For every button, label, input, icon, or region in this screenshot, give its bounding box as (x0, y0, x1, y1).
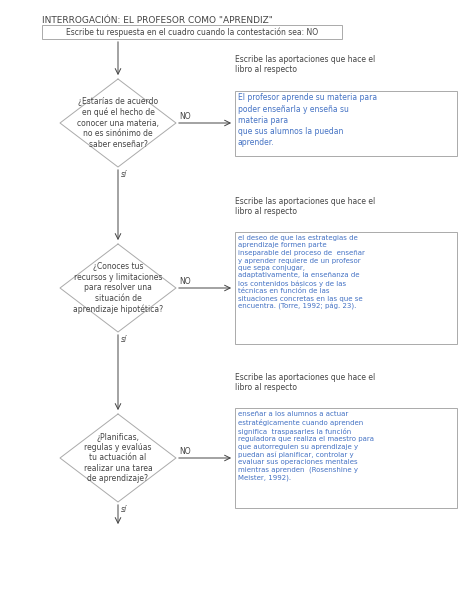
Text: enseñar a los alumnos a actuar
estratégicamente cuando aprenden
significa  trasp: enseñar a los alumnos a actuar estratégi… (238, 411, 374, 481)
Text: El profesor aprende su materia para
poder enseñarla y enseña su
materia para
que: El profesor aprende su materia para pode… (238, 94, 377, 147)
Bar (235, 91, 457, 156)
Bar (42, 25, 342, 39)
Text: NO: NO (179, 112, 191, 121)
Text: NO: NO (179, 277, 191, 286)
Text: el deseo de que las estrategias de
aprendizaje formen parte
inseparable del proc: el deseo de que las estrategias de apren… (238, 235, 365, 310)
Text: ¿Conoces tus
recursos y limitaciones
para resolver una
situación de
aprendizaje : ¿Conoces tus recursos y limitaciones par… (73, 262, 163, 314)
Bar (235, 232, 457, 344)
Text: Escribe las aportaciones que hace el
libro al respecto: Escribe las aportaciones que hace el lib… (235, 197, 375, 216)
Text: Escribe tu respuesta en el cuadro cuando la contestación sea: NO: Escribe tu respuesta en el cuadro cuando… (66, 27, 318, 37)
Text: ¿Estarías de acuerdo
en qué el hecho de
conocer una materia,
no es sinónimo de
s: ¿Estarías de acuerdo en qué el hecho de … (77, 97, 159, 148)
Text: NO: NO (179, 447, 191, 456)
Text: ¿Planificas,
regulas y evalúas
tu actuación al
realizar una tarea
de aprendizaje: ¿Planificas, regulas y evalúas tu actuac… (83, 433, 152, 483)
Text: sí: sí (121, 335, 127, 344)
Text: Escribe las aportaciones que hace el
libro al respecto: Escribe las aportaciones que hace el lib… (235, 373, 375, 392)
Text: Escribe las aportaciones que hace el
libro al respecto: Escribe las aportaciones que hace el lib… (235, 55, 375, 75)
Bar (235, 408, 457, 508)
Text: sí: sí (121, 170, 127, 179)
Text: INTERROGACIÓN: EL PROFESOR COMO "APRENDIZ": INTERROGACIÓN: EL PROFESOR COMO "APRENDI… (42, 16, 273, 25)
Text: sí: sí (121, 505, 127, 514)
